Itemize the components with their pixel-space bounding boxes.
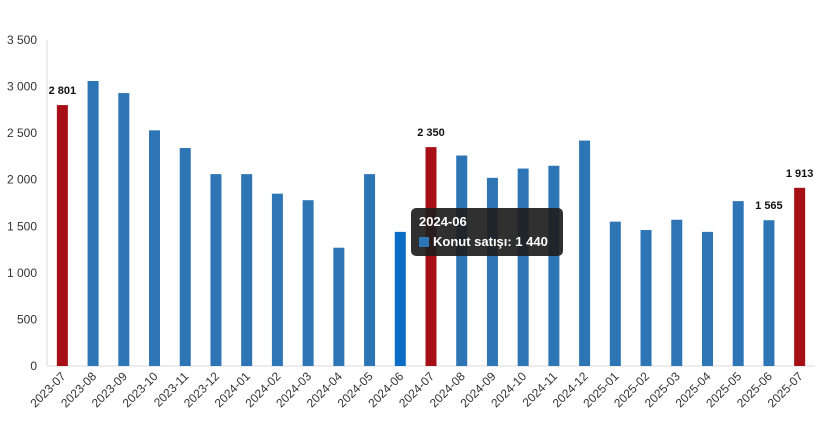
bar-2024-11[interactable]: [548, 165, 560, 366]
data-label-2024-07: 2 350: [417, 127, 445, 139]
bar-2024-12[interactable]: [579, 140, 591, 366]
bar-2024-03[interactable]: [302, 200, 314, 366]
bar-2025-05[interactable]: [732, 201, 744, 366]
x-axis-ticks: 2023-072023-082023-092023-102023-112023-…: [27, 369, 806, 410]
hover-tooltip: 2024-06 Konut satışı: 1 440: [411, 208, 563, 256]
bar-2024-05[interactable]: [364, 174, 376, 366]
bar-2024-01[interactable]: [241, 174, 253, 366]
bar-2024-09[interactable]: [486, 177, 498, 366]
y-tick-label: 500: [17, 312, 37, 326]
tooltip-row: Konut satışı: 1 440: [419, 232, 555, 252]
data-labels: 2 801 2 350 1 565 1 913: [49, 85, 814, 212]
bar-2025-06[interactable]: [763, 220, 775, 366]
tooltip-label: Konut satışı: 1 440: [433, 234, 548, 249]
bar-2023-07[interactable]: [56, 105, 68, 366]
bar-2024-04[interactable]: [333, 247, 345, 366]
bar-2023-11[interactable]: [179, 148, 191, 366]
bar-2023-12[interactable]: [210, 174, 222, 366]
bar-2024-02[interactable]: [271, 193, 283, 366]
data-label-2023-07: 2 801: [49, 85, 77, 97]
y-tick-label: 2 500: [7, 126, 37, 140]
tooltip-series-swatch: [419, 237, 429, 247]
bar-2025-02[interactable]: [640, 230, 652, 366]
tooltip-title: 2024-06: [419, 214, 467, 229]
bar-series: [56, 80, 806, 367]
bar-2023-09[interactable]: [118, 93, 130, 366]
bar-2025-01[interactable]: [609, 221, 621, 366]
data-label-2025-06: 1 565: [755, 200, 783, 212]
y-tick-label: 1 500: [7, 219, 37, 233]
bar-2024-07[interactable]: [425, 147, 437, 366]
y-tick-label: 0: [30, 359, 37, 373]
bar-2023-10[interactable]: [149, 130, 161, 366]
y-axis-ticks: 0 500 1 000 1 500 2 000 2 500 3 000 3 500: [7, 33, 37, 373]
bar-2023-08[interactable]: [87, 80, 99, 367]
y-tick-label: 3 000: [7, 80, 37, 94]
y-tick-label: 1 000: [7, 266, 37, 280]
bar-2024-10[interactable]: [517, 168, 529, 366]
data-label-2025-07: 1 913: [786, 168, 814, 180]
bar-2024-06[interactable]: [394, 231, 406, 366]
bar-2025-03[interactable]: [671, 219, 683, 366]
y-tick-label: 3 500: [7, 33, 37, 47]
y-tick-label: 2 000: [7, 173, 37, 187]
bar-2025-04[interactable]: [701, 231, 713, 366]
bar-2024-08[interactable]: [456, 155, 468, 366]
bar-2025-07[interactable]: [794, 187, 806, 366]
